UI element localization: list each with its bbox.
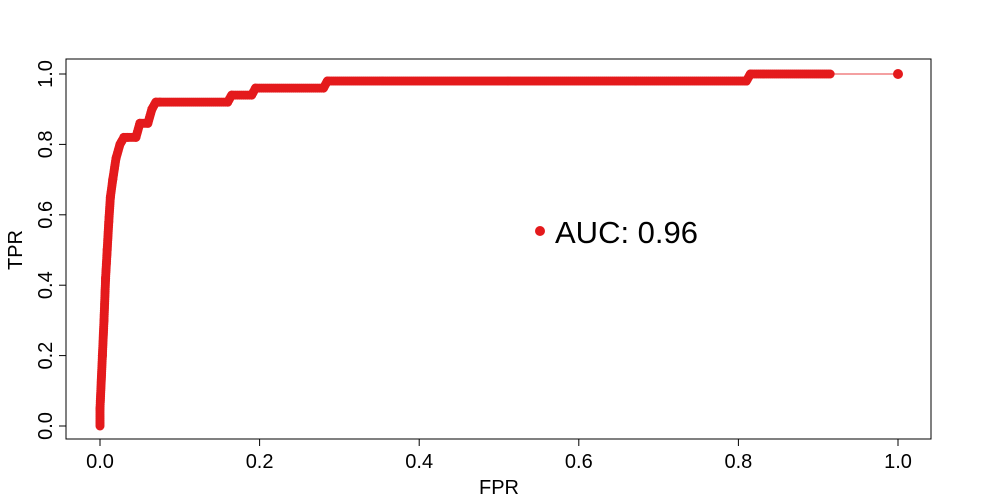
x-tick-label: 0.0 (86, 451, 114, 473)
legend-marker (535, 226, 545, 236)
y-axis: 0.0 0.2 0.4 0.6 0.8 1.0 (35, 60, 67, 440)
legend: AUC: 0.96 (535, 215, 698, 250)
x-tick-label: 0.2 (246, 451, 274, 473)
y-axis-label: TPR (5, 230, 27, 270)
x-tick-label: 0.8 (724, 451, 752, 473)
x-tick-label: 1.0 (884, 451, 912, 473)
x-axis: 0.0 0.2 0.4 0.6 0.8 1.0 (86, 438, 912, 473)
roc-point (893, 69, 903, 79)
y-tick-label: 0.0 (35, 412, 57, 440)
legend-label: AUC: 0.96 (555, 215, 698, 250)
y-tick-label: 0.6 (35, 201, 57, 229)
plot-frame (65, 58, 932, 440)
x-tick-label: 0.6 (565, 451, 593, 473)
x-axis-label: FPR (479, 477, 519, 499)
y-tick-label: 0.8 (35, 130, 57, 158)
y-tick-label: 1.0 (35, 60, 57, 88)
y-tick-label: 0.4 (35, 271, 57, 299)
roc-line (99, 73, 898, 426)
y-tick-label: 0.2 (35, 342, 57, 370)
roc-point (825, 69, 835, 79)
x-tick-label: 0.4 (405, 451, 433, 473)
series-layer (95, 69, 903, 431)
